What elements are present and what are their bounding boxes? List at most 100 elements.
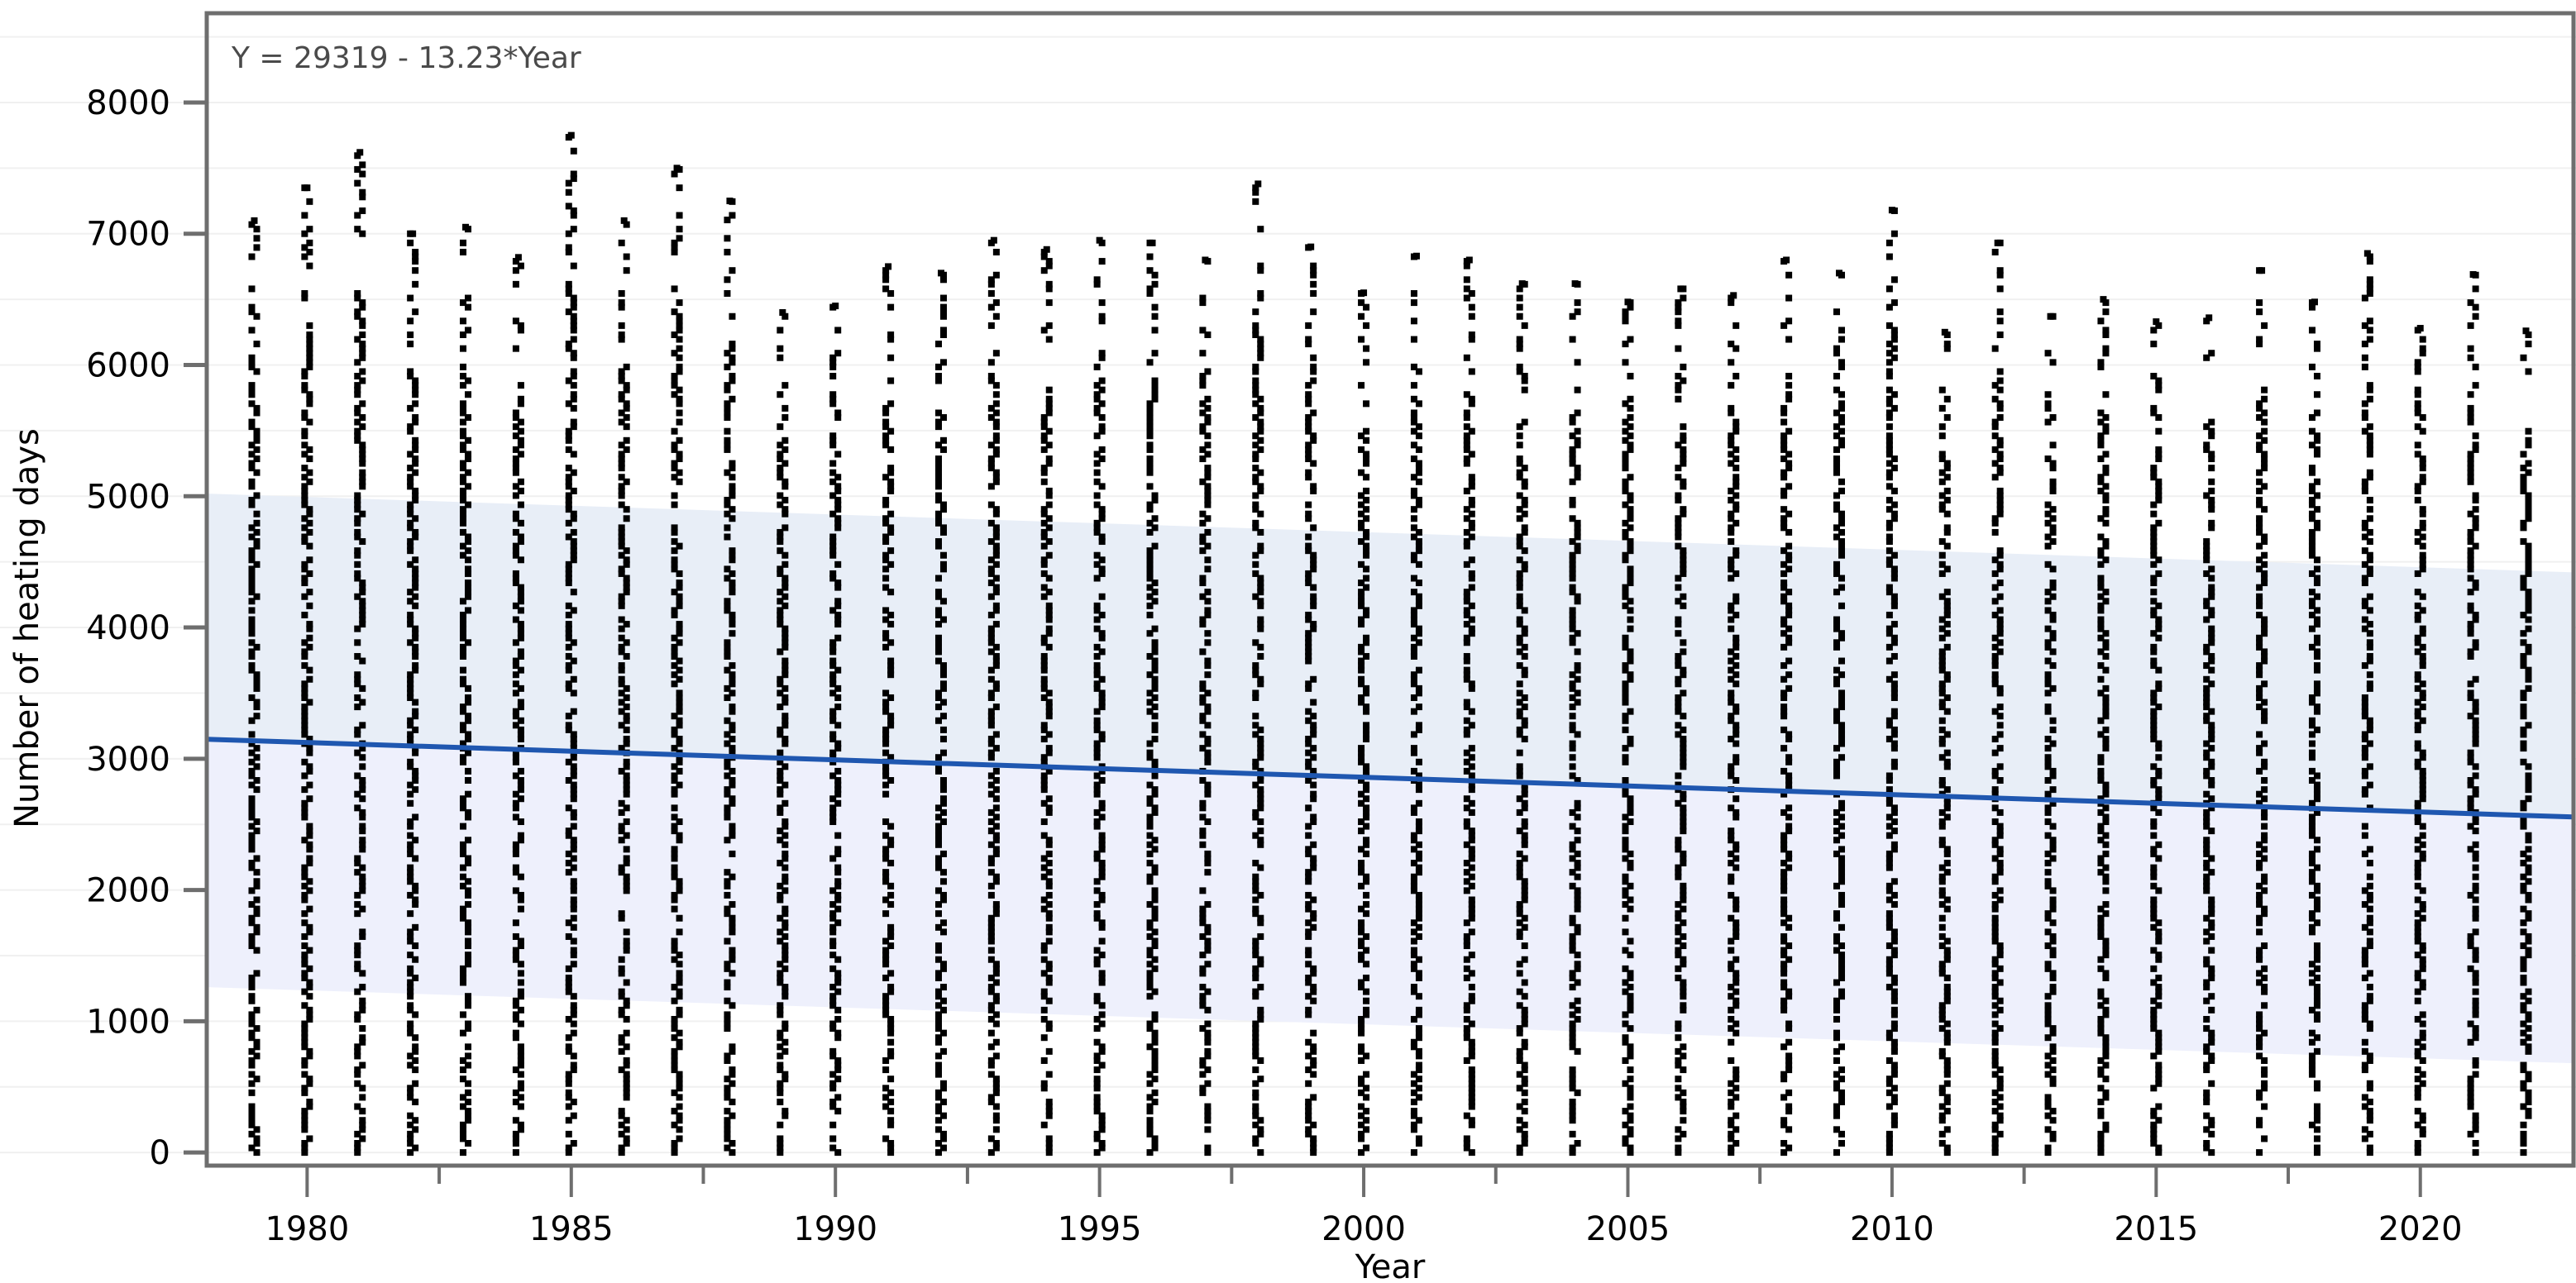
- data-point: [623, 790, 630, 798]
- data-point: [1680, 818, 1687, 826]
- data-point: [671, 745, 678, 752]
- data-point: [1310, 970, 1317, 977]
- data-point: [729, 923, 736, 931]
- data-point: [1943, 850, 1951, 857]
- data-point: [412, 1066, 419, 1074]
- data-point: [987, 359, 995, 366]
- data-point: [412, 391, 419, 398]
- data-point: [1151, 758, 1159, 766]
- data-point: [724, 565, 731, 573]
- data-point: [407, 1121, 414, 1128]
- data-point: [1410, 474, 1417, 481]
- data-point: [407, 524, 414, 532]
- data-point: [412, 593, 419, 600]
- data-point: [1838, 974, 1846, 981]
- data-point: [301, 414, 308, 422]
- data-point: [676, 1117, 683, 1124]
- data-point: [306, 1103, 313, 1110]
- data-point: [465, 1080, 472, 1087]
- data-point: [248, 630, 256, 637]
- data-point: [887, 560, 895, 568]
- data-point: [623, 1002, 630, 1009]
- data-point: [512, 1089, 519, 1096]
- data-point: [987, 928, 995, 936]
- data-point: [1728, 1080, 1735, 1087]
- data-point: [512, 680, 519, 688]
- data-point: [1199, 616, 1207, 623]
- data-point: [724, 790, 731, 798]
- data-point: [1098, 689, 1106, 697]
- data-point: [829, 359, 837, 366]
- data-point: [512, 515, 519, 522]
- data-point: [253, 510, 260, 517]
- data-point: [729, 474, 736, 481]
- data-point: [1785, 754, 1793, 761]
- data-point: [1307, 243, 1315, 250]
- data-point: [407, 1112, 414, 1119]
- data-point: [987, 735, 995, 742]
- data-point: [1358, 828, 1365, 835]
- data-point: [777, 704, 784, 711]
- data-point: [1468, 1121, 1475, 1128]
- data-point: [1574, 519, 1581, 527]
- data-point: [1938, 823, 1946, 830]
- data-point: [1146, 575, 1154, 582]
- data-point: [1305, 630, 1312, 637]
- data-point: [1890, 1117, 1898, 1124]
- data-point: [992, 474, 1000, 481]
- data-point: [623, 506, 630, 513]
- data-point: [356, 149, 364, 156]
- data-point: [517, 1080, 524, 1087]
- data-point: [1780, 910, 1788, 918]
- data-point: [570, 547, 577, 555]
- data-point: [1622, 639, 1629, 646]
- data-point: [1675, 846, 1682, 853]
- data-point: [939, 276, 947, 284]
- data-point: [1363, 1094, 1370, 1101]
- data-point: [412, 786, 419, 794]
- data-point: [1574, 813, 1581, 821]
- data-point: [618, 625, 625, 632]
- data-point: [992, 584, 1000, 591]
- data-point: [1885, 855, 1893, 862]
- data-point: [1732, 446, 1740, 453]
- data-point: [301, 662, 308, 670]
- data-point: [1040, 662, 1048, 670]
- data-point: [1833, 828, 1841, 835]
- data-point: [1728, 524, 1735, 532]
- data-point: [1890, 979, 1898, 986]
- data-point: [301, 648, 308, 656]
- data-point: [729, 708, 736, 715]
- data-point: [829, 937, 837, 945]
- data-point: [676, 630, 683, 637]
- data-point: [1732, 501, 1740, 508]
- data-point: [1833, 1006, 1841, 1014]
- data-point: [1675, 441, 1682, 449]
- data-point: [1885, 341, 1893, 348]
- data-point: [1991, 767, 1999, 775]
- data-point: [1675, 621, 1682, 628]
- data-point: [834, 409, 842, 417]
- data-point: [253, 1140, 260, 1147]
- data-point: [1468, 684, 1475, 692]
- data-point: [1622, 451, 1629, 458]
- data-point: [777, 726, 784, 733]
- data-point: [570, 937, 577, 945]
- data-point: [1622, 988, 1629, 995]
- data-point: [1204, 869, 1212, 876]
- data-point: [1680, 735, 1687, 742]
- data-point: [1146, 455, 1154, 463]
- data-point: [726, 198, 734, 205]
- data-point: [887, 1140, 895, 1147]
- data-point: [412, 280, 419, 288]
- data-point: [1093, 575, 1101, 582]
- data-point: [781, 823, 789, 830]
- data-point: [676, 598, 683, 605]
- data-point: [1680, 593, 1687, 600]
- data-point: [1728, 409, 1735, 417]
- data-point: [1199, 423, 1207, 431]
- data-point: [1521, 891, 1528, 899]
- data-point: [992, 451, 1000, 458]
- data-point: [992, 837, 1000, 844]
- data-point: [301, 465, 308, 472]
